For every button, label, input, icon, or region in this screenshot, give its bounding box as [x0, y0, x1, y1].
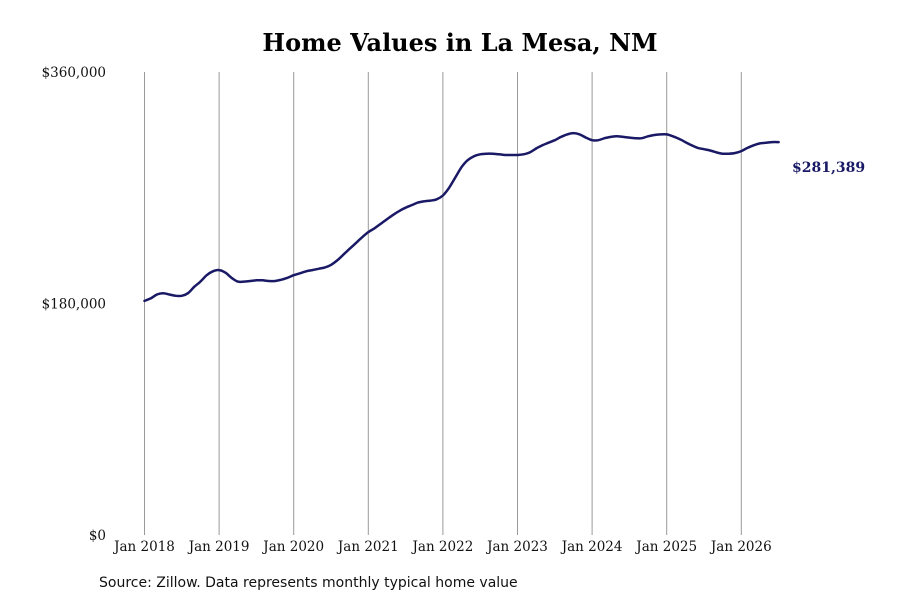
x-tick-label: Jan 2023 — [485, 539, 548, 555]
end-value-label: $281,389 — [792, 160, 865, 176]
y-tick-label: $180,000 — [42, 297, 106, 313]
y-axis: $360,000 $180,000 $0 — [42, 65, 106, 544]
x-tick-label: Jan 2026 — [709, 539, 772, 555]
x-axis: Jan 2018 Jan 2019 Jan 2020 Jan 2021 Jan 2022… — [112, 539, 772, 555]
x-tick-label: Jan 2019 — [187, 539, 250, 555]
series-line — [143, 131, 780, 303]
y-tick-label: $0 — [89, 528, 106, 544]
x-tick-label: Jan 2024 — [560, 539, 623, 555]
x-tick-label: Jan 2022 — [410, 539, 473, 555]
x-tick-label: Jan 2025 — [634, 539, 697, 555]
chart-title: Home Values in La Mesa, NM — [262, 28, 657, 57]
source-note: Source: Zillow. Data represents monthly … — [99, 575, 518, 591]
y-tick-label: $360,000 — [42, 65, 106, 81]
gridlines — [144, 72, 742, 535]
x-tick-label: Jan 2021 — [336, 539, 399, 555]
x-tick-label: Jan 2018 — [112, 539, 175, 555]
x-tick-label: Jan 2020 — [261, 539, 324, 555]
